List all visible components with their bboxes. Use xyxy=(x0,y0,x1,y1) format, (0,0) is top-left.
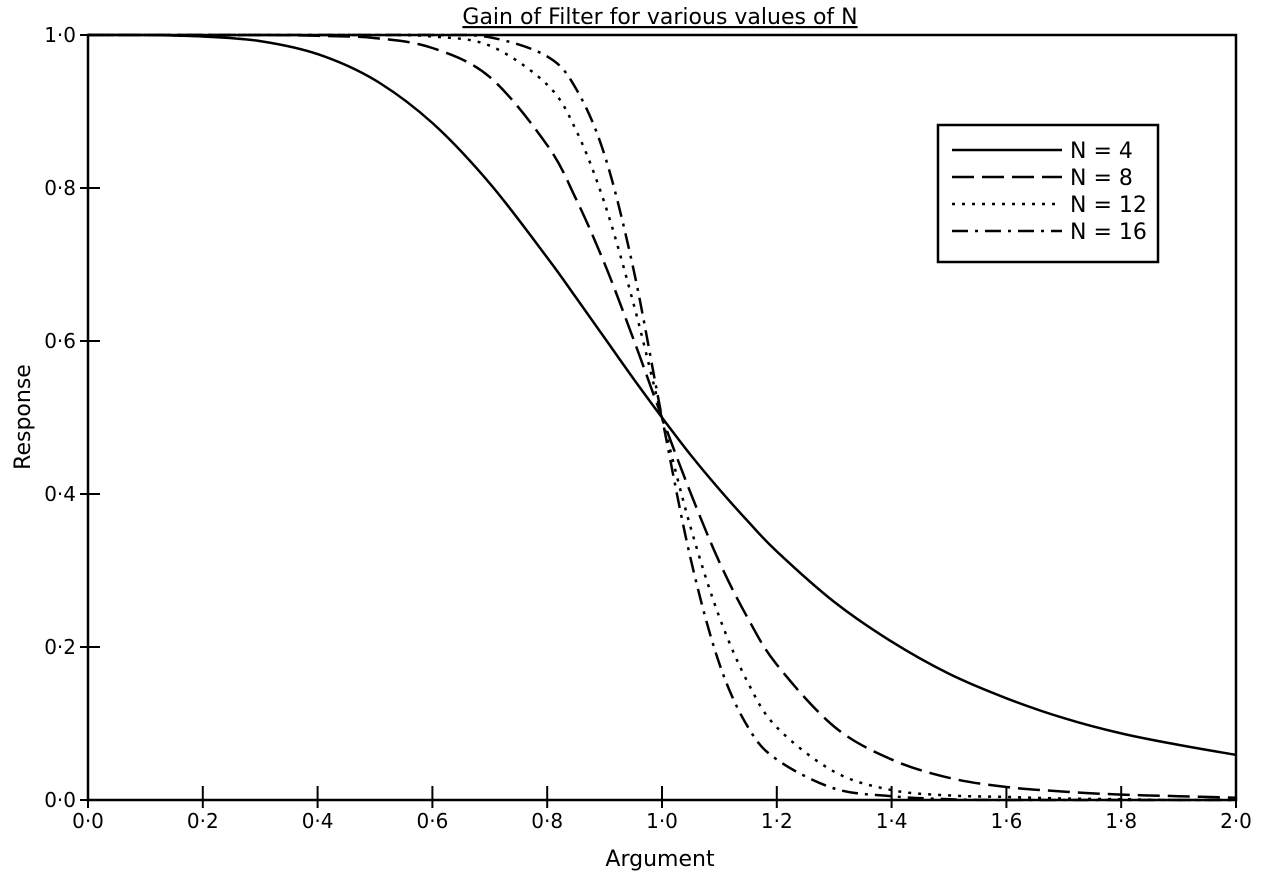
y-axis-label: Response xyxy=(11,364,36,470)
x-tick-label: 0·4 xyxy=(302,809,334,833)
y-tick-label: 0·0 xyxy=(44,788,76,812)
legend-label: N = 16 xyxy=(1070,220,1147,245)
legend: N = 4N = 8N = 12N = 16 xyxy=(936,123,1160,264)
x-tick-label: 1·8 xyxy=(1105,809,1137,833)
series-line-n-8 xyxy=(88,33,1236,799)
y-tick-label: 0·6 xyxy=(44,329,76,353)
x-tick-label: 0·8 xyxy=(531,809,563,833)
plot-area: 0·0 0·2 0·4 0·6 0·8 1·0 1·2 1·4 1·6 1·8 2·0 0·0 0·2 0… xyxy=(44,23,1252,833)
legend-label: N = 4 xyxy=(1070,139,1133,164)
x-tick-label: 1·0 xyxy=(646,809,678,833)
x-tick-label: 0·6 xyxy=(416,809,448,833)
x-axis-label: Argument xyxy=(605,847,715,872)
y-tick-label: 0·8 xyxy=(44,176,76,200)
x-tick-label: 2·0 xyxy=(1220,809,1252,833)
x-tick-label: 0·2 xyxy=(187,809,219,833)
x-tick-label: 1·4 xyxy=(876,809,908,833)
x-tick-label: 1·6 xyxy=(990,809,1022,833)
y-tick-label: 0·2 xyxy=(44,635,76,659)
legend-label: N = 8 xyxy=(1070,166,1133,191)
x-tick-label: 0·0 xyxy=(72,809,104,833)
series-line-n-16 xyxy=(88,33,1236,802)
x-tick-label: 1·2 xyxy=(761,809,793,833)
series-lines xyxy=(88,33,1236,802)
y-tick-label: 1·0 xyxy=(44,23,76,47)
legend-label: N = 12 xyxy=(1070,193,1147,218)
chart-title: Gain of Filter for various values of N xyxy=(462,5,857,30)
y-tick-label: 0·4 xyxy=(44,482,76,506)
legend-box xyxy=(936,123,1160,264)
